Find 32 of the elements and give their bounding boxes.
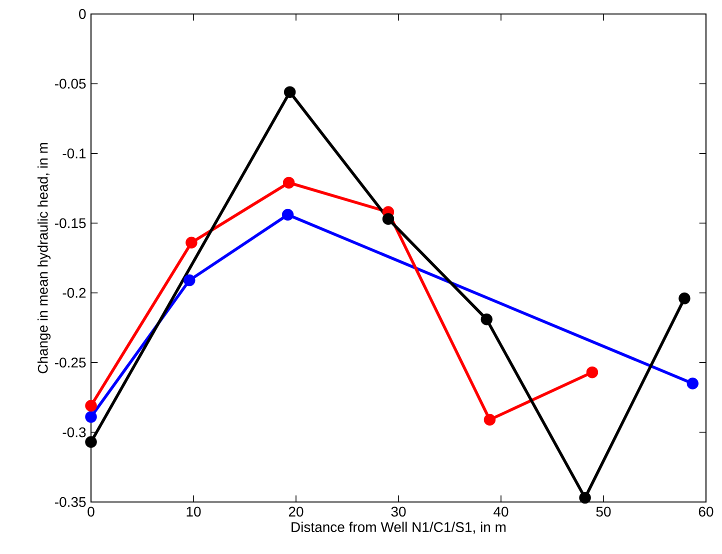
x-tick-label: 20: [288, 506, 304, 517]
y-tick-label: -0.25: [55, 358, 86, 368]
point: [484, 414, 496, 426]
point: [579, 492, 591, 504]
y-tick-label: -0.3: [62, 427, 86, 438]
y-tick-label: -0.05: [55, 78, 86, 89]
y-tick-label: -0.2: [62, 288, 86, 298]
x-axis-title: Distance from Well N1/C1/S1, in m: [292, 522, 506, 534]
y-tick-label: 0: [79, 9, 86, 19]
point: [284, 86, 296, 98]
x-tick-label: 30: [391, 506, 406, 517]
point: [85, 411, 97, 423]
point: [686, 378, 699, 390]
x-tick-label: 50: [596, 506, 611, 517]
point: [184, 274, 196, 286]
x-tick-label: 10: [186, 506, 201, 517]
point: [480, 313, 493, 326]
point: [282, 176, 295, 189]
point: [678, 292, 690, 304]
point: [186, 236, 198, 249]
y-tick-label: -0.1: [62, 148, 86, 158]
point: [85, 400, 97, 412]
point: [282, 208, 294, 221]
point: [586, 366, 598, 378]
x-tick-label: 40: [494, 506, 508, 517]
point: [85, 436, 97, 448]
x-tick-label: 0: [88, 506, 94, 517]
y-tick-label: -0.35: [55, 497, 86, 507]
y-axis-title: Change in mean hydraulic head, in m: [38, 143, 51, 374]
x-tick-label: 60: [698, 506, 714, 517]
point: [382, 213, 394, 225]
y-tick-label: -0.15: [55, 218, 86, 228]
